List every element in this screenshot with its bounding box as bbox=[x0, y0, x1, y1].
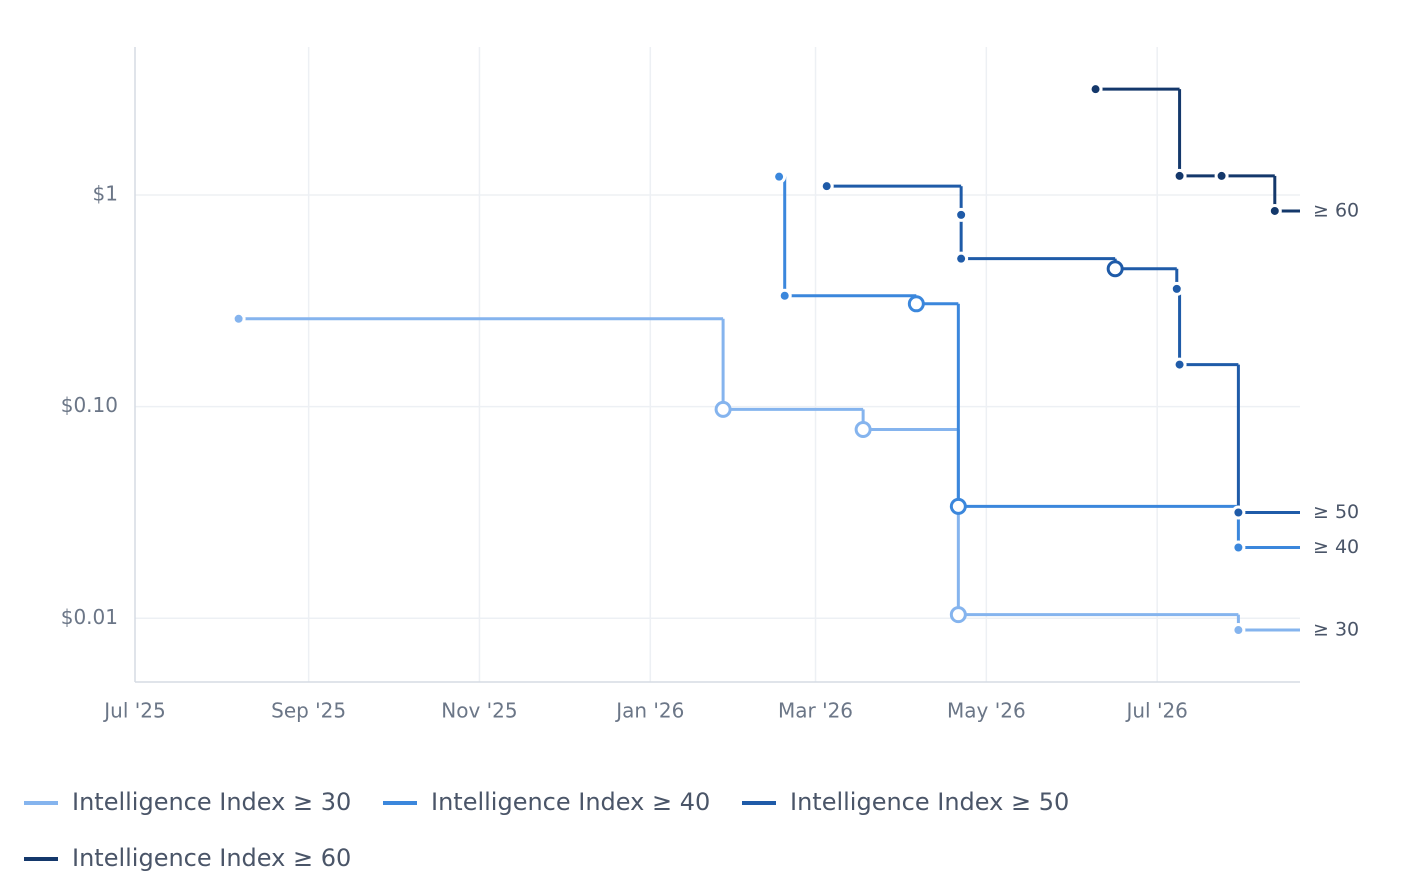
x-tick-label: Jul '25 bbox=[102, 699, 165, 723]
legend-label: Intelligence Index ≥ 50 bbox=[790, 788, 1069, 816]
end-label: ≥ 60 bbox=[1313, 199, 1359, 221]
point bbox=[772, 169, 787, 184]
point bbox=[777, 288, 792, 303]
grid bbox=[135, 47, 1300, 682]
point bbox=[714, 400, 732, 418]
point bbox=[954, 207, 969, 222]
point bbox=[1231, 540, 1246, 555]
point bbox=[949, 497, 967, 515]
x-tick-label: Mar '26 bbox=[778, 699, 853, 723]
y-tick-label: $0.01 bbox=[61, 605, 118, 629]
point bbox=[819, 179, 834, 194]
point bbox=[1088, 82, 1103, 97]
point bbox=[1169, 281, 1184, 296]
x-tick-label: Nov '25 bbox=[441, 699, 517, 723]
legend-label: Intelligence Index ≥ 30 bbox=[72, 788, 351, 816]
point bbox=[1172, 357, 1187, 372]
point bbox=[231, 311, 246, 326]
point bbox=[854, 420, 872, 438]
point bbox=[907, 295, 925, 313]
legend-label: Intelligence Index ≥ 40 bbox=[431, 788, 710, 816]
end-label: ≥ 40 bbox=[1313, 536, 1359, 558]
end-label: ≥ 30 bbox=[1313, 619, 1359, 641]
point bbox=[954, 251, 969, 266]
point bbox=[1267, 203, 1282, 218]
end-label: ≥ 50 bbox=[1313, 501, 1359, 523]
x-tick-label: Jan '26 bbox=[614, 699, 684, 723]
y-tick-label: $1 bbox=[93, 181, 118, 205]
plot-area bbox=[231, 82, 1300, 638]
point bbox=[1231, 505, 1246, 520]
legend: Intelligence Index ≥ 30 Intelligence Inde… bbox=[24, 788, 1069, 872]
x-tick-label: Sep '25 bbox=[271, 699, 346, 723]
point bbox=[1106, 260, 1124, 278]
y-tick-label: $0.10 bbox=[61, 393, 118, 417]
point bbox=[949, 606, 967, 624]
x-tick-label: May '26 bbox=[947, 699, 1026, 723]
point bbox=[1231, 623, 1246, 638]
point bbox=[1172, 168, 1187, 183]
point bbox=[1214, 168, 1229, 183]
legend-label: Intelligence Index ≥ 60 bbox=[72, 844, 351, 872]
x-tick-label: Jul '26 bbox=[1124, 699, 1187, 723]
